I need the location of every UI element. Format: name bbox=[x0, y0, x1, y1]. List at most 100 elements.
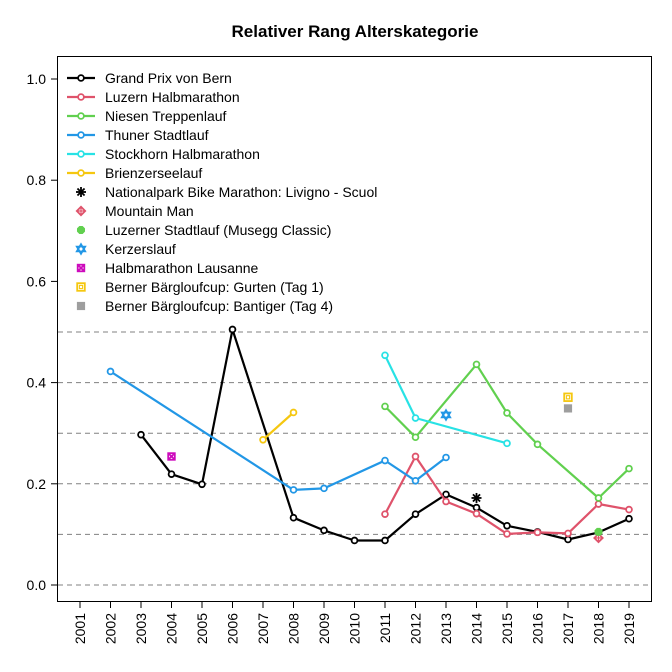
legend-marker bbox=[76, 282, 86, 292]
data-point bbox=[625, 514, 633, 523]
data-point bbox=[442, 490, 450, 499]
data-point bbox=[503, 409, 511, 417]
data-point bbox=[320, 484, 328, 493]
series-halbmarathon-lausanne bbox=[167, 452, 176, 461]
series-line bbox=[262, 411, 295, 441]
data-point bbox=[198, 480, 206, 489]
series-luzern-halbmarathon bbox=[381, 452, 633, 538]
data-point bbox=[503, 521, 511, 530]
legend-marker bbox=[77, 93, 85, 101]
legend-marker bbox=[77, 74, 85, 82]
legend-marker bbox=[75, 205, 87, 217]
legend-label: Luzerner Stadtlauf (Musegg Classic) bbox=[105, 222, 331, 238]
data-point bbox=[564, 535, 572, 544]
gridlines bbox=[58, 331, 651, 586]
data-point bbox=[442, 497, 450, 506]
legend-marker bbox=[76, 301, 86, 311]
legend-marker bbox=[77, 169, 85, 177]
data-point bbox=[381, 402, 389, 411]
data-point bbox=[625, 464, 633, 473]
legend: Grand Prix von Bern Luzern Halbmarathon Ni… bbox=[67, 70, 377, 314]
series-stockhorn-halbmarathon bbox=[381, 351, 511, 448]
data-point bbox=[259, 435, 267, 444]
series-line bbox=[140, 328, 630, 542]
legend-item: Grand Prix von Bern bbox=[67, 70, 232, 86]
x-tick-label: 2003 bbox=[133, 613, 149, 644]
data-point bbox=[442, 453, 450, 462]
series-thuner-stadtlauf bbox=[106, 367, 450, 494]
series-niesen-treppenlauf bbox=[381, 360, 633, 502]
y-tick-label: 1.0 bbox=[27, 71, 47, 87]
data-point bbox=[350, 536, 359, 545]
x-tick-label: 2015 bbox=[499, 613, 515, 644]
data-point bbox=[381, 351, 389, 360]
data-point bbox=[137, 430, 145, 439]
data-point bbox=[563, 392, 573, 402]
data-point bbox=[228, 325, 237, 334]
legend-label: Thuner Stadtlauf bbox=[105, 127, 209, 143]
series-layer bbox=[106, 325, 633, 545]
legend-label: Berner Bärgloufcup: Bantiger (Tag 4) bbox=[105, 298, 333, 314]
x-tick-label: 2007 bbox=[255, 613, 271, 644]
data-point bbox=[594, 500, 603, 508]
data-point bbox=[106, 367, 115, 376]
y-tick-label: 0.0 bbox=[27, 577, 47, 593]
legend-item: Luzerner Stadtlauf (Musegg Classic) bbox=[76, 222, 331, 238]
x-tick-label: 2012 bbox=[408, 613, 424, 644]
x-tick-label: 2017 bbox=[560, 613, 576, 644]
data-point bbox=[533, 528, 542, 537]
data-point bbox=[167, 470, 176, 478]
legend-marker bbox=[77, 131, 85, 139]
data-point bbox=[472, 503, 481, 512]
legend-label: Luzern Halbmarathon bbox=[105, 89, 240, 105]
data-point bbox=[289, 408, 298, 417]
x-axis: 2001 2002 2003 2004 2005 2006 2007 2008 2009 2010… bbox=[72, 601, 637, 644]
legend-item: Thuner Stadtlauf bbox=[67, 127, 209, 143]
legend-marker bbox=[77, 112, 85, 120]
x-tick-label: 2010 bbox=[347, 613, 363, 644]
data-point bbox=[533, 440, 542, 449]
series-line bbox=[384, 363, 630, 500]
x-tick-label: 2002 bbox=[103, 613, 119, 644]
series-line bbox=[109, 370, 447, 491]
legend-item: Nationalpark Bike Marathon: Livigno - Sc… bbox=[76, 184, 377, 200]
plot-frame bbox=[57, 56, 652, 602]
y-tick-label: 0.4 bbox=[27, 375, 47, 391]
data-point bbox=[411, 452, 420, 461]
data-point bbox=[594, 494, 603, 502]
data-point bbox=[563, 404, 573, 413]
data-point bbox=[471, 492, 482, 503]
data-point bbox=[381, 536, 389, 545]
x-tick-label: 2014 bbox=[469, 613, 485, 644]
legend-label: Mountain Man bbox=[105, 203, 194, 219]
legend-label: Nationalpark Bike Marathon: Livigno - Sc… bbox=[105, 184, 377, 200]
y-tick-label: 0.2 bbox=[27, 476, 47, 492]
series-berner-b-rgloufcup-bantiger-tag-4 bbox=[563, 404, 573, 413]
legend-label: Brienzerseelauf bbox=[105, 165, 202, 181]
legend-item: Mountain Man bbox=[75, 203, 194, 219]
data-point bbox=[320, 526, 328, 535]
data-point bbox=[440, 408, 452, 422]
legend-item: Luzern Halbmarathon bbox=[67, 89, 240, 105]
data-point bbox=[472, 360, 481, 369]
series-luzerner-stadtlauf-musegg-classic bbox=[594, 527, 603, 536]
x-tick-label: 2008 bbox=[286, 613, 302, 644]
data-point bbox=[625, 505, 633, 514]
data-point bbox=[503, 439, 511, 448]
series-brienzerseelauf bbox=[259, 408, 298, 444]
x-tick-label: 2013 bbox=[438, 613, 454, 644]
series-kerzerslauf bbox=[440, 408, 452, 422]
legend-item: Brienzerseelauf bbox=[67, 165, 202, 181]
y-tick-label: 0.8 bbox=[27, 172, 47, 188]
x-tick-label: 2009 bbox=[316, 613, 332, 644]
legend-label: Berner Bärgloufcup: Gurten (Tag 1) bbox=[105, 279, 324, 295]
x-tick-label: 2006 bbox=[225, 613, 241, 644]
data-point bbox=[167, 452, 176, 461]
series-nationalpark-bike-marathon-livigno-scuol bbox=[471, 492, 482, 503]
data-point bbox=[381, 510, 389, 518]
legend-marker bbox=[76, 187, 86, 197]
data-point bbox=[594, 527, 603, 536]
legend-item: Berner Bärgloufcup: Bantiger (Tag 4) bbox=[76, 298, 333, 314]
x-tick-label: 2018 bbox=[591, 613, 607, 644]
